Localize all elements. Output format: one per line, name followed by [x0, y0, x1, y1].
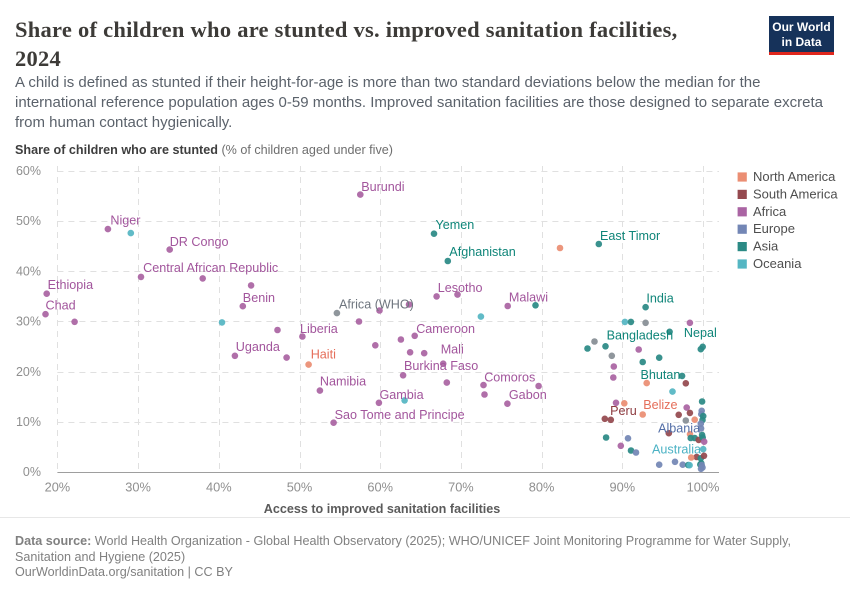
- svg-text:Africa: Africa: [753, 204, 787, 219]
- svg-text:Lesotho: Lesotho: [438, 281, 483, 295]
- svg-text:70%: 70%: [448, 480, 474, 495]
- svg-text:Uganda: Uganda: [236, 340, 280, 354]
- svg-text:Ethiopia: Ethiopia: [48, 278, 94, 292]
- svg-text:60%: 60%: [367, 480, 393, 495]
- svg-text:40%: 40%: [16, 264, 41, 278]
- svg-text:Albania: Albania: [658, 422, 700, 436]
- svg-text:Africa (WHO): Africa (WHO): [339, 298, 414, 312]
- svg-text:100%: 100%: [687, 480, 720, 495]
- svg-text:Central African Republic: Central African Republic: [143, 261, 278, 275]
- svg-text:Benin: Benin: [243, 291, 275, 305]
- svg-text:Belize: Belize: [643, 398, 677, 412]
- svg-text:Niger: Niger: [110, 214, 140, 228]
- svg-text:Burundi: Burundi: [361, 180, 404, 194]
- svg-text:90%: 90%: [609, 480, 635, 495]
- svg-text:Afghanistan: Afghanistan: [449, 245, 516, 259]
- svg-text:Mali: Mali: [441, 343, 464, 357]
- svg-text:Chad: Chad: [46, 299, 76, 313]
- svg-text:30%: 30%: [16, 315, 41, 329]
- svg-text:80%: 80%: [529, 480, 555, 495]
- svg-text:Liberia: Liberia: [300, 322, 338, 336]
- svg-text:Sao Tome and Principe: Sao Tome and Principe: [335, 408, 465, 422]
- svg-text:North America: North America: [753, 169, 836, 184]
- svg-text:DR Congo: DR Congo: [170, 235, 229, 249]
- svg-text:40%: 40%: [206, 480, 232, 495]
- svg-text:20%: 20%: [45, 480, 71, 495]
- svg-text:Bhutan: Bhutan: [641, 368, 681, 382]
- svg-text:30%: 30%: [125, 480, 151, 495]
- svg-text:South America: South America: [753, 186, 838, 201]
- svg-text:20%: 20%: [16, 365, 41, 379]
- svg-text:Australia: Australia: [652, 443, 701, 457]
- svg-text:Gambia: Gambia: [380, 388, 424, 402]
- svg-text:60%: 60%: [16, 164, 41, 178]
- svg-text:Oceania: Oceania: [753, 256, 802, 271]
- svg-text:Bangladesh: Bangladesh: [607, 329, 674, 343]
- svg-text:50%: 50%: [287, 480, 313, 495]
- svg-text:East Timor: East Timor: [600, 229, 660, 243]
- svg-text:Yemen: Yemen: [436, 218, 475, 232]
- svg-text:Burkina Faso: Burkina Faso: [404, 359, 478, 373]
- svg-text:Gabon: Gabon: [509, 388, 547, 402]
- svg-text:Cameroon: Cameroon: [416, 322, 475, 336]
- svg-text:Malawi: Malawi: [509, 291, 548, 305]
- svg-text:Haiti: Haiti: [311, 348, 336, 362]
- svg-text:Peru: Peru: [610, 404, 637, 418]
- svg-text:Namibia: Namibia: [320, 375, 366, 389]
- svg-text:Comoros: Comoros: [484, 371, 535, 385]
- svg-text:Europe: Europe: [753, 221, 795, 236]
- svg-text:India: India: [646, 292, 673, 306]
- svg-text:Nepal: Nepal: [684, 326, 717, 340]
- svg-text:Access to improved sanitation: Access to improved sanitation facilities: [264, 502, 501, 516]
- svg-text:Asia: Asia: [753, 239, 779, 254]
- svg-text:10%: 10%: [16, 415, 41, 429]
- svg-text:0%: 0%: [23, 465, 41, 479]
- svg-text:50%: 50%: [16, 214, 41, 228]
